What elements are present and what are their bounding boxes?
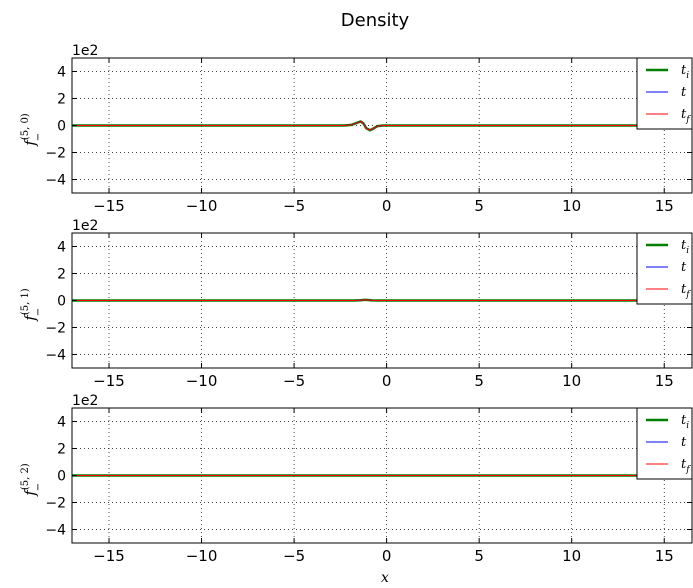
x-tick-label: 0 bbox=[382, 547, 392, 565]
x-tick-label: 10 bbox=[562, 197, 581, 215]
x-tick-label: 5 bbox=[474, 547, 484, 565]
legend-label-main: t bbox=[681, 457, 687, 472]
legend-label-main: t bbox=[681, 260, 687, 275]
x-tick-label: −5 bbox=[283, 372, 305, 390]
y-tick-label: 2 bbox=[57, 267, 66, 283]
y-tick-label: 0 bbox=[57, 469, 66, 485]
y-tick-label: 0 bbox=[57, 119, 66, 135]
y-axis-label-main: f bbox=[21, 488, 39, 497]
y-axis-label: f(5, 2) − bbox=[20, 463, 44, 497]
y-axis-label-subscript: − bbox=[33, 483, 44, 491]
y-axis-label-subscript: − bbox=[33, 308, 44, 316]
x-tick-label: 10 bbox=[562, 547, 581, 565]
y-axis-label-main: f bbox=[21, 313, 39, 322]
series-line-t_f bbox=[72, 120, 692, 131]
y-axis-label-main: f bbox=[21, 138, 39, 147]
x-tick-label: 15 bbox=[655, 197, 674, 215]
legend-label-subscript: i bbox=[686, 71, 689, 81]
x-tick-label: 0 bbox=[382, 197, 392, 215]
offset-text: 1e2 bbox=[72, 218, 98, 234]
y-tick-label: −2 bbox=[45, 146, 66, 162]
legend-label-main: t bbox=[681, 63, 687, 78]
x-tick-label: −15 bbox=[93, 197, 125, 215]
x-tick-label: −5 bbox=[283, 197, 305, 215]
legend-label-subscript: f bbox=[685, 465, 691, 475]
x-axis-label: x bbox=[381, 570, 389, 586]
y-tick-label: 0 bbox=[57, 294, 66, 310]
y-tick-label: 2 bbox=[57, 442, 66, 458]
legend-label-t_f: tf bbox=[681, 107, 691, 125]
y-axis-label-superscript: (5, 2) bbox=[20, 463, 31, 490]
legend-label-t: t bbox=[681, 85, 687, 100]
y-tick-label: −2 bbox=[45, 321, 66, 337]
y-axis-label-superscript: (5, 0) bbox=[20, 113, 31, 140]
legend-label-main: t bbox=[681, 107, 687, 122]
legend-label-t: t bbox=[681, 435, 687, 450]
legend-label-t_i: ti bbox=[681, 63, 689, 81]
x-tick-label: 15 bbox=[655, 547, 674, 565]
legend-label-t_f: tf bbox=[681, 282, 691, 300]
y-tick-label: 4 bbox=[57, 65, 66, 81]
series-line-t_f bbox=[72, 299, 692, 301]
x-tick-label: 5 bbox=[474, 197, 484, 215]
x-tick-label: 5 bbox=[474, 372, 484, 390]
offset-text: 1e2 bbox=[72, 393, 98, 409]
legend-label-t_i: ti bbox=[681, 413, 689, 431]
x-tick-label: 15 bbox=[655, 372, 674, 390]
y-tick-label: 4 bbox=[57, 415, 66, 431]
x-tick-label: −10 bbox=[186, 547, 218, 565]
x-tick-label: −15 bbox=[93, 372, 125, 390]
offset-text: 1e2 bbox=[72, 43, 98, 59]
x-tick-label: 10 bbox=[562, 372, 581, 390]
legend-label-subscript: f bbox=[685, 115, 691, 125]
x-tick-label: 0 bbox=[382, 372, 392, 390]
y-axis-label-subscript: − bbox=[33, 133, 44, 141]
legend-label-main: t bbox=[681, 85, 687, 100]
legend-label-t: t bbox=[681, 260, 687, 275]
y-tick-label: −2 bbox=[45, 496, 66, 512]
y-tick-label: −4 bbox=[45, 173, 66, 189]
x-tick-label: −10 bbox=[186, 372, 218, 390]
y-axis-label: f(5, 0) − bbox=[20, 113, 44, 147]
legend-label-subscript: i bbox=[686, 246, 689, 256]
x-tick-label: −5 bbox=[283, 547, 305, 565]
legend-label-t_i: ti bbox=[681, 238, 689, 256]
legend-label-subscript: f bbox=[685, 290, 691, 300]
y-tick-label: 2 bbox=[57, 92, 66, 108]
y-tick-label: −4 bbox=[45, 348, 66, 364]
legend-label-t_f: tf bbox=[681, 457, 691, 475]
x-tick-label: −15 bbox=[93, 547, 125, 565]
legend-label-main: t bbox=[681, 413, 687, 428]
y-tick-label: 4 bbox=[57, 240, 66, 256]
y-axis-label-superscript: (5, 1) bbox=[20, 288, 31, 315]
figure-title: Density bbox=[341, 10, 410, 31]
y-axis-label: f(5, 1) − bbox=[20, 288, 44, 322]
y-tick-label: −4 bbox=[45, 523, 66, 539]
legend-label-subscript: i bbox=[686, 421, 689, 431]
legend-label-main: t bbox=[681, 435, 687, 450]
legend-label-main: t bbox=[681, 238, 687, 253]
x-tick-label: −10 bbox=[186, 197, 218, 215]
legend-label-main: t bbox=[681, 282, 687, 297]
